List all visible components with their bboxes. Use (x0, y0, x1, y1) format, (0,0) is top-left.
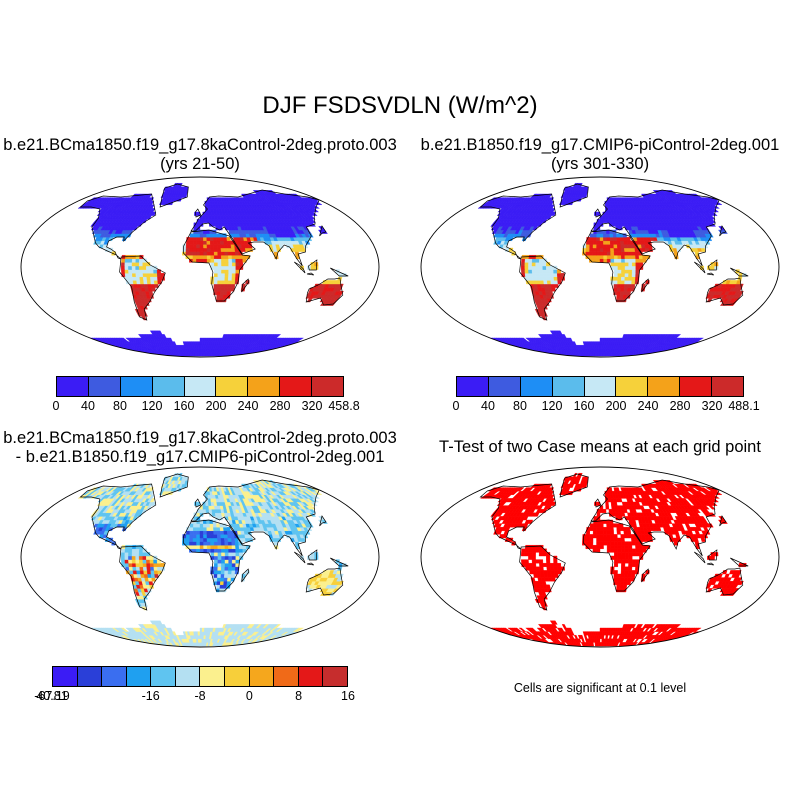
colorbar-swatch (120, 377, 153, 396)
colorbar-swatch (584, 377, 617, 396)
colorbar-tick-label: 0 (452, 399, 460, 413)
map-plot (420, 176, 780, 358)
panel-2-colorbar: 0 40 80 120 160 200 240 280 320 488.1 (453, 376, 760, 413)
colorbar-tick-label: 80 (113, 399, 127, 413)
colorbar-swatch (57, 377, 89, 396)
coastlines (79, 473, 349, 611)
colorbar-swatch (151, 667, 176, 686)
map-border (20, 466, 380, 648)
colorbar-tick-label: 160 (573, 399, 595, 413)
panel-3-map (20, 466, 380, 648)
colorbar-swatch (225, 667, 250, 686)
map-border (420, 466, 780, 648)
colorbar-swatch (216, 377, 249, 396)
panel-2-title-line2: (yrs 301-330) (550, 155, 650, 173)
colorbar-swatch (248, 377, 281, 396)
colorbar-tick-label: 40.81 (36, 689, 68, 703)
figure-title: DJF FSDSVDLN (W/m^2) (262, 92, 538, 119)
panel-2-map (420, 176, 780, 358)
colorbar-swatch (152, 377, 185, 396)
panel-3-title-line1: b.e21.BCma1850.f19_g17.8kaControl-2deg.p… (3, 429, 397, 447)
colorbar-swatch (312, 377, 344, 396)
colorbar-tick-label: 200 (205, 399, 227, 413)
panel-4-map (420, 466, 780, 648)
panel-1-map (20, 176, 380, 358)
panel-1-title-line1: b.e21.BCma1850.f19_g17.8kaControl-2deg.p… (3, 136, 397, 154)
colorbar-swatch (77, 667, 103, 686)
panel-2-title: b.e21.B1850.f19_g17.CMIP6-piControl-2deg… (400, 136, 800, 174)
colorbar-swatch (323, 667, 347, 686)
colorbar-swatch (457, 377, 489, 396)
colorbar-tick-label: 280 (669, 399, 691, 413)
map-plot (20, 466, 380, 648)
significance-note: Cells are significant at 0.1 level (513, 681, 687, 695)
colorbar-tick-label: 120 (141, 399, 163, 413)
colorbar-swatch (175, 667, 201, 686)
colorbar-swatch (200, 667, 226, 686)
colorbar-tick-label: 200 (605, 399, 627, 413)
panel-4-title: T-Test of two Case means at each grid po… (439, 438, 761, 456)
colorbar-tick-label: 40 (481, 399, 495, 413)
colorbar-swatch (249, 667, 275, 686)
colorbar-tick-label: 16 (341, 689, 355, 703)
colorbar-swatch (274, 667, 299, 686)
colorbar-tick-label: 240 (637, 399, 659, 413)
map-plot (20, 176, 380, 358)
colorbar-tick-label: -16 (141, 689, 160, 703)
colorbar-tick-label: 0 (245, 689, 253, 703)
colorbar-swatch (520, 377, 553, 396)
colorbar-tick-label: -8 (194, 689, 206, 703)
colorbar-tick-label: 0 (52, 399, 60, 413)
colorbar-tick-label: -67.19 (34, 689, 70, 703)
colorbar-swatch (102, 667, 127, 686)
colorbar-tick-label: 40 (81, 399, 95, 413)
panel-1-title-line2: (yrs 21-50) (160, 155, 240, 173)
panel-3-colorbar: -67.19 -16 -8 0 8 16 40.81 (34, 666, 355, 703)
colorbar-tick-label: 80 (513, 399, 527, 413)
colorbar-tick-label: 120 (541, 399, 563, 413)
colorbar-swatch (88, 377, 121, 396)
panel-3-title: b.e21.BCma1850.f19_g17.8kaControl-2deg.p… (0, 429, 400, 467)
panel-3-title-line2: - b.e21.B1850.f19_g17.CMIP6-piControl-2d… (15, 448, 385, 466)
colorbar-swatch (712, 377, 744, 396)
colorbar-swatch (126, 667, 152, 686)
colorbar-swatch (53, 667, 78, 686)
colorbar-tick-label: 320 (701, 399, 723, 413)
coastlines (79, 183, 349, 321)
colorbar-swatch (488, 377, 521, 396)
colorbar-swatch (680, 377, 713, 396)
colorbar-tick-label: 160 (173, 399, 195, 413)
colorbar-tick-label: 240 (237, 399, 259, 413)
panel-1-colorbar: 0 40 80 120 160 200 240 280 320 458.8 (53, 376, 360, 413)
colorbar-swatch (552, 377, 585, 396)
colorbar-swatch (280, 377, 313, 396)
map-cells (479, 472, 747, 647)
colorbar-tick-label: 8 (295, 689, 303, 703)
map-border (420, 176, 780, 358)
panel-2-title-line1: b.e21.B1850.f19_g17.CMIP6-piControl-2deg… (420, 136, 780, 154)
coastlines (479, 183, 749, 321)
colorbar-swatch (616, 377, 649, 396)
map-plot (420, 466, 780, 648)
colorbar-tick-label: 280 (269, 399, 291, 413)
colorbar-swatch (184, 377, 217, 396)
colorbar-tick-label: 458.8 (328, 399, 360, 413)
colorbar-tick-label: 320 (301, 399, 323, 413)
colorbar-swatch (298, 667, 324, 686)
colorbar-tick-label: 488.1 (728, 399, 760, 413)
map-border (20, 176, 380, 358)
panel-1-title: b.e21.BCma1850.f19_g17.8kaControl-2deg.p… (0, 136, 400, 174)
colorbar-swatch (648, 377, 681, 396)
coastlines (479, 473, 749, 611)
